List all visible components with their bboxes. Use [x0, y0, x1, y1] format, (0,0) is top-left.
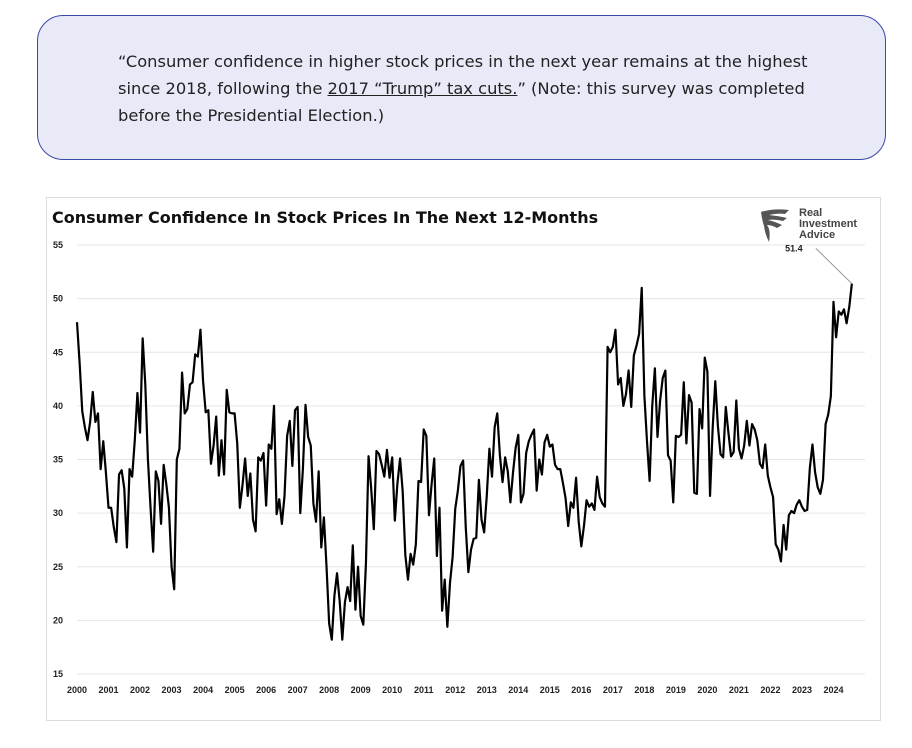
quote-text-part2: ” (Note: this survey was completed befor…	[118, 79, 805, 125]
brand-text: Real Investment Advice	[799, 208, 857, 241]
y-tick-label: 30	[53, 508, 63, 518]
annotation-leader-line	[815, 248, 853, 284]
x-tick-label: 2004	[193, 685, 213, 695]
x-tick-label: 2015	[540, 685, 560, 695]
series-line	[75, 283, 853, 641]
series-layer	[75, 283, 853, 641]
x-axis-ticks: 2000 2001 2002 2003 2004 2005 2006 2007 2008 2009…	[67, 685, 844, 695]
x-tick-label: 2024	[823, 685, 843, 695]
y-tick-label: 55	[53, 240, 63, 250]
y-tick-label: 25	[53, 562, 63, 572]
quote-text-part1: “Consumer confidence in higher stock pri…	[118, 52, 808, 98]
y-tick-label: 50	[53, 294, 63, 304]
x-tick-label: 2018	[634, 685, 654, 695]
grid-lines	[77, 244, 865, 675]
y-tick-label: 45	[53, 347, 63, 357]
brand-line-3: Advice	[799, 229, 836, 241]
x-tick-label: 2001	[99, 685, 119, 695]
x-tick-label: 2006	[256, 685, 276, 695]
x-tick-label: 2020	[697, 685, 717, 695]
y-tick-label: 40	[53, 401, 63, 411]
x-tick-label: 2002	[130, 685, 150, 695]
annotation-label: 51.4	[785, 243, 803, 253]
tax-cuts-link[interactable]: 2017 “Trump” tax cuts.	[327, 79, 518, 98]
brand-line-1: Real	[799, 207, 823, 219]
annotation-layer: 51.4	[785, 243, 853, 284]
eagle-logo-icon	[761, 209, 789, 242]
y-tick-label: 20	[53, 615, 63, 625]
x-tick-label: 2009	[351, 685, 371, 695]
y-axis-ticks: 15 20 25 30 35 40 45 50 55	[53, 240, 63, 679]
x-tick-label: 2016	[571, 685, 591, 695]
x-tick-label: 2014	[508, 685, 528, 695]
y-tick-label: 15	[53, 669, 63, 679]
quote-text: “Consumer confidence in higher stock pri…	[118, 48, 838, 129]
chart-title: Consumer Confidence In Stock Prices In T…	[52, 208, 599, 227]
x-tick-label: 2000	[67, 685, 87, 695]
chart-card: 15 20 25 30 35 40 45 50 55 2000 2001 2002 2003 2004 2…	[46, 197, 881, 721]
x-tick-label: 2010	[382, 685, 402, 695]
brand-line-2: Investment	[799, 218, 858, 230]
x-tick-label: 2012	[445, 685, 465, 695]
x-tick-label: 2017	[603, 685, 623, 695]
x-tick-label: 2008	[319, 685, 339, 695]
x-tick-label: 2021	[729, 685, 749, 695]
x-tick-label: 2005	[225, 685, 245, 695]
x-tick-label: 2013	[477, 685, 497, 695]
x-tick-label: 2007	[288, 685, 308, 695]
brand-logo: Real Investment Advice	[759, 206, 869, 246]
quote-box: “Consumer confidence in higher stock pri…	[37, 15, 886, 160]
y-tick-label: 35	[53, 455, 63, 465]
x-tick-label: 2011	[414, 685, 434, 695]
x-tick-label: 2003	[162, 685, 182, 695]
x-tick-label: 2019	[666, 685, 686, 695]
x-tick-label: 2023	[792, 685, 812, 695]
x-tick-label: 2022	[760, 685, 780, 695]
